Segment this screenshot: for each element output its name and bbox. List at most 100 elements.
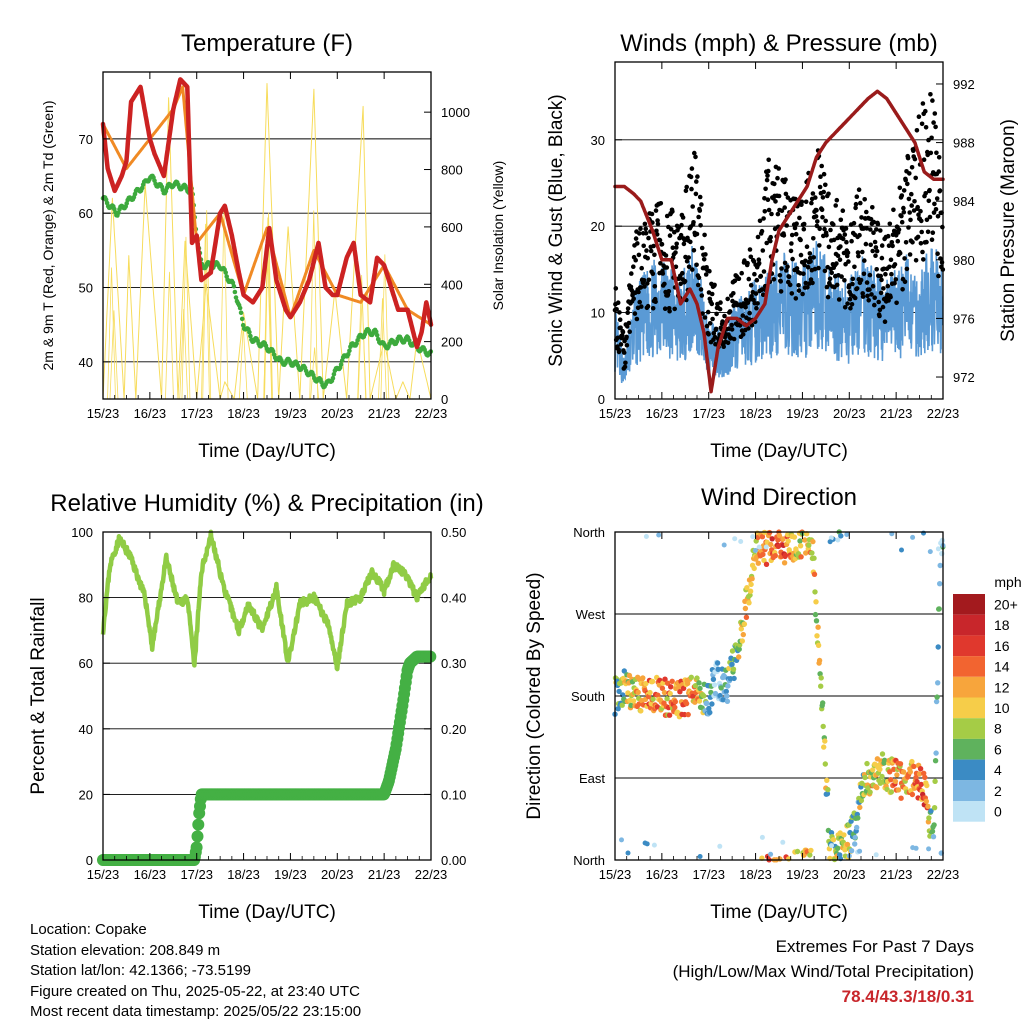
direction-point <box>900 769 907 775</box>
gust-point <box>892 281 897 286</box>
gust-point <box>684 258 690 264</box>
gust-point <box>779 208 785 213</box>
dewpoint-point <box>247 329 252 335</box>
gust-point <box>931 210 937 215</box>
gust-point <box>936 155 942 160</box>
direction-point <box>643 680 649 687</box>
direction-point <box>809 550 815 556</box>
gust-point <box>899 219 905 225</box>
direction-point <box>707 709 713 716</box>
direction-point <box>666 712 673 718</box>
gust-point <box>899 193 905 198</box>
gust-point <box>916 212 921 217</box>
x-tick-label: 16/23 <box>646 406 679 421</box>
gust-point <box>907 171 912 176</box>
gust-point <box>641 278 647 283</box>
gust-point <box>748 283 754 288</box>
gust-point <box>932 111 938 116</box>
gust-point <box>697 194 703 200</box>
gust-point <box>654 228 659 234</box>
direction-point <box>769 536 775 542</box>
gust-point <box>742 258 747 263</box>
gust-point <box>695 174 700 179</box>
gust-point <box>872 302 877 308</box>
gust-point <box>892 262 898 267</box>
direction-point <box>711 682 718 688</box>
gust-point <box>705 309 711 315</box>
gust-point <box>848 306 853 311</box>
gust-point <box>793 296 799 301</box>
gust-point <box>881 286 886 291</box>
x-tick-label: 21/23 <box>880 867 913 882</box>
gust-point <box>919 218 924 224</box>
station-latlon: Station lat/lon: 42.1366; -73.5199 <box>30 962 252 979</box>
direction-point <box>862 774 868 781</box>
direction-point <box>756 544 762 550</box>
gust-point <box>789 241 794 246</box>
gust-point <box>632 311 638 316</box>
direction-point <box>741 621 748 627</box>
gust-point <box>674 245 679 250</box>
gust-point <box>709 301 715 307</box>
gust-point <box>650 306 656 311</box>
direction-point <box>820 723 826 730</box>
gust-point <box>864 280 870 285</box>
direction-point <box>782 552 789 558</box>
gust-point <box>711 330 717 336</box>
gust-point <box>909 203 914 208</box>
gust-point <box>877 307 883 313</box>
direction-point <box>685 680 691 687</box>
gust-point <box>807 255 813 261</box>
y-axis-label: Percent & Total Rainfall <box>28 597 49 794</box>
solar-insolation-spike <box>107 267 116 400</box>
solar-insolation-spike <box>264 212 273 400</box>
gust-point <box>811 255 816 260</box>
gust-point <box>700 311 705 316</box>
gust-point <box>805 285 810 290</box>
gust-point <box>693 191 699 197</box>
gust-point <box>801 221 807 227</box>
y-axis-label: Sonic Wind & Gust (Blue, Black) <box>546 94 567 366</box>
direction-point <box>667 690 673 697</box>
gust-point <box>749 294 754 299</box>
legend-label: 10 <box>994 700 1010 716</box>
direction-point <box>664 680 671 686</box>
gust-point <box>694 231 700 237</box>
gust-point <box>760 248 766 253</box>
gust-point <box>824 233 829 238</box>
gust-point <box>870 248 875 254</box>
gust-point <box>752 271 757 277</box>
direction-point <box>738 626 744 632</box>
gust-point <box>622 364 628 370</box>
gust-point <box>860 249 865 255</box>
gust-point <box>717 306 723 312</box>
direction-point <box>717 843 723 849</box>
gust-point <box>757 218 763 224</box>
gust-point <box>816 265 821 271</box>
y-tick-label: 10 <box>591 306 605 321</box>
gust-point <box>819 163 824 169</box>
gust-point <box>915 204 920 210</box>
gust-point <box>808 259 813 264</box>
gust-point <box>924 239 929 245</box>
direction-point <box>738 539 744 544</box>
direction-point <box>922 774 928 781</box>
gust-point <box>833 203 838 208</box>
gust-point <box>900 287 905 292</box>
gust-point <box>783 177 788 182</box>
gust-point <box>871 230 876 235</box>
direction-point <box>725 683 731 689</box>
gust-point <box>707 321 713 326</box>
gust-point <box>667 308 672 314</box>
direction-point <box>797 538 803 544</box>
gust-point <box>746 326 751 331</box>
gust-point <box>615 300 621 306</box>
direction-point <box>655 692 661 698</box>
gust-point <box>739 270 744 276</box>
gust-point <box>616 349 622 355</box>
solar-insolation-spike <box>380 254 390 400</box>
gust-point <box>782 205 787 210</box>
gust-point <box>814 223 820 229</box>
solar-insolation-spike <box>109 310 119 400</box>
gust-point <box>682 278 688 284</box>
